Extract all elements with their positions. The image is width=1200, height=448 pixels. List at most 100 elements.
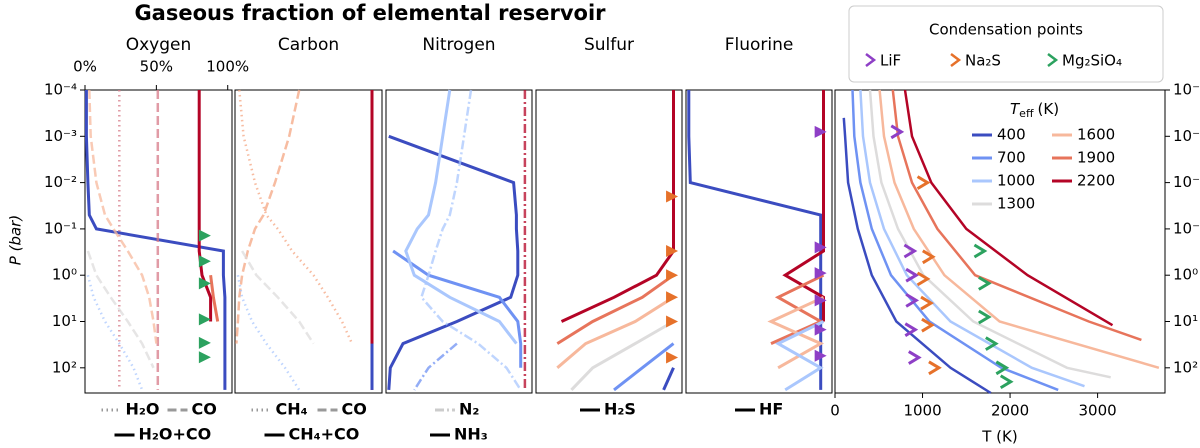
fraction-line	[662, 367, 675, 391]
condensation-marker	[978, 309, 992, 325]
panel-title: Fluorine	[725, 35, 794, 55]
condensation-marker	[922, 249, 936, 265]
legend-label: CO	[342, 400, 367, 419]
x-tick-label: 50%	[140, 58, 173, 76]
fraction-line	[387, 134, 520, 391]
teff-subscript: eff	[1019, 107, 1034, 120]
legend-marker	[1047, 53, 1059, 67]
teff-legend-title: Teff (K)	[1010, 100, 1059, 121]
y-tick-label: 10⁰	[1173, 266, 1198, 284]
panel-frame	[834, 89, 1166, 394]
tp-profile	[851, 89, 1059, 392]
legend-label: Na₂S	[965, 52, 1001, 70]
fraction-line	[687, 90, 823, 390]
condensation-marker	[814, 267, 827, 280]
teff-symbol: T	[1010, 100, 1021, 118]
fraction-line	[570, 320, 675, 391]
condensation-marker	[198, 229, 211, 242]
condensation-marker	[814, 125, 827, 138]
panel-title: Carbon	[278, 35, 339, 55]
tp-profile	[903, 89, 1114, 327]
condensation-marker	[985, 336, 999, 351]
y-axis-label: P (bar)	[7, 215, 25, 265]
x-tick-label: 0%	[73, 58, 97, 76]
y-tick-label: 10²	[1173, 358, 1198, 376]
legend-label: 1600	[1077, 126, 1115, 144]
condensation-marker	[666, 315, 679, 328]
tp-profile	[891, 89, 1142, 342]
fraction-line	[392, 249, 523, 368]
legend-label: LiF	[880, 52, 901, 70]
panel-title: Sulfur	[584, 35, 634, 55]
condensation-legend-title: Condensation points	[929, 21, 1083, 39]
condensation-marker	[666, 244, 679, 257]
y-tick-label: 10⁻⁴	[1173, 81, 1200, 99]
fraction-line	[560, 90, 675, 323]
condensation-marker	[920, 295, 934, 311]
condensation-marker	[908, 350, 922, 365]
legend-label: 400	[997, 126, 1026, 144]
legend-marker	[950, 53, 962, 67]
y-tick-label: 10¹	[1173, 312, 1198, 330]
teff-unit: (K)	[1038, 100, 1060, 118]
panel-frame	[535, 89, 683, 394]
fraction-line	[209, 275, 220, 322]
fraction-line	[413, 342, 458, 391]
legend-label: CH₄	[276, 400, 308, 419]
x-tick-label: 0	[830, 402, 840, 420]
fraction-line	[241, 250, 315, 345]
fraction-line	[774, 320, 825, 392]
condensation-marker	[905, 293, 920, 308]
y-tick-label: 10⁻³	[44, 127, 77, 145]
legend-label: H₂O	[126, 400, 160, 419]
panel-frame	[234, 89, 383, 394]
x-axis-label: T (K)	[981, 428, 1017, 446]
fraction-line	[197, 90, 213, 322]
legend-label: NH₃	[454, 425, 488, 444]
fraction-line	[556, 296, 675, 369]
y-tick-label: 10⁻²	[1173, 173, 1200, 191]
y-tick-label: 10⁻¹	[1173, 219, 1200, 237]
fraction-line	[236, 274, 301, 391]
tp-profile	[859, 89, 1085, 388]
fraction-line	[404, 89, 518, 345]
y-tick-label: 10¹	[52, 312, 77, 330]
condensation-marker	[916, 271, 931, 287]
fraction-line	[613, 342, 675, 392]
panel-frame	[685, 89, 833, 394]
y-tick-label: 10²	[52, 358, 77, 376]
tp-profile	[842, 117, 992, 395]
condensation-marker	[666, 351, 679, 364]
condensation-marker	[978, 276, 992, 291]
legend-label: CO	[192, 400, 217, 419]
panel-frame	[385, 89, 533, 394]
condensation-marker	[928, 360, 942, 376]
condensation-marker	[198, 255, 211, 268]
fraction-line	[88, 89, 158, 344]
legend-label: 1300	[997, 195, 1035, 213]
y-tick-label: 10⁻²	[44, 173, 77, 191]
tp-profile	[878, 89, 1160, 370]
condensation-marker	[890, 124, 905, 140]
panel-title: Nitrogen	[422, 35, 495, 55]
condensation-marker	[198, 313, 211, 326]
fraction-line	[419, 89, 522, 391]
condensation-marker	[198, 277, 211, 290]
condensation-marker	[814, 294, 827, 307]
legend-label: HF	[759, 400, 783, 419]
legend-label: 1900	[1077, 149, 1115, 167]
fraction-line	[86, 250, 155, 369]
legend-label: H₂S	[604, 400, 636, 419]
condensation-marker	[999, 374, 1014, 390]
y-tick-label: 10⁰	[52, 266, 77, 284]
x-tick-label: 2000	[991, 402, 1029, 420]
condensation-marker	[921, 317, 935, 333]
condensation-marker	[814, 349, 827, 362]
legend-label: 2200	[1077, 172, 1115, 190]
legend-marker	[865, 53, 877, 67]
condensation-marker	[995, 360, 1010, 376]
x-tick-label: 1000	[903, 402, 941, 420]
legend-label: Mg₂SiO₄	[1062, 52, 1122, 70]
